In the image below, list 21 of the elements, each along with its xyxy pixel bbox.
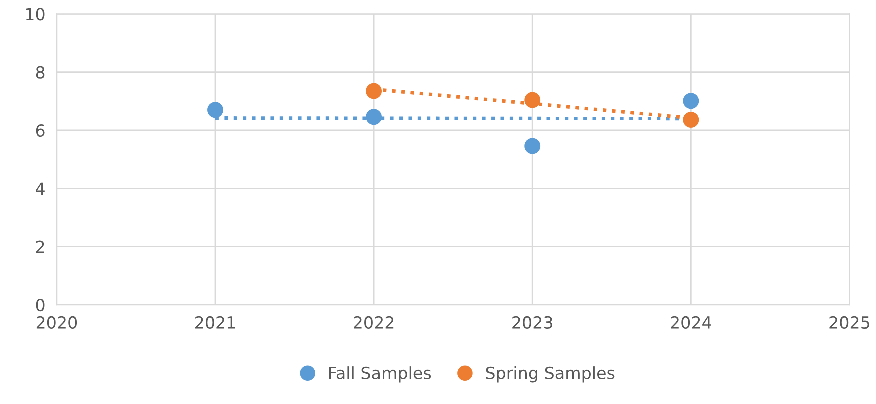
legend-label: Fall Samples	[329, 366, 432, 383]
point	[524, 92, 541, 108]
point	[683, 112, 700, 128]
y-tick-label: 8	[36, 66, 45, 79]
y-tick-label: 0	[36, 298, 45, 312]
point	[366, 109, 382, 126]
x-tick-label: 2023	[512, 316, 552, 330]
y-tick-label: 2	[36, 240, 44, 254]
x-tick-label: 2024	[671, 316, 712, 330]
point	[683, 93, 700, 110]
point	[208, 102, 224, 118]
legend-label: Spring Samples	[486, 366, 615, 383]
x-tick-label: 2020	[36, 316, 78, 330]
x-tick-label: 2025	[830, 316, 870, 330]
y-tick-label: 4	[36, 182, 45, 195]
x-tick-label: 2022	[354, 316, 394, 330]
point	[524, 138, 541, 154]
x-tick-label: 2021	[196, 316, 236, 330]
point	[366, 83, 382, 100]
y-tick-label: 10	[26, 8, 45, 21]
y-tick-label: 6	[36, 124, 45, 138]
